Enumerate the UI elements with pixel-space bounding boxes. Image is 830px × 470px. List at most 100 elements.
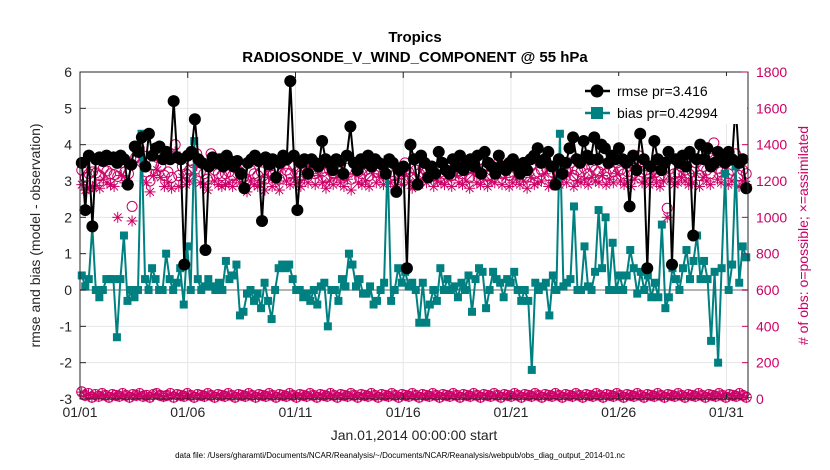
asterisk-stroke xyxy=(626,391,635,400)
y2-tick-label: 400 xyxy=(756,318,780,334)
asterisk-stroke xyxy=(461,176,471,186)
asterisk-stroke xyxy=(321,184,331,193)
rmse-point xyxy=(142,127,155,140)
asterisk-stroke xyxy=(314,171,324,180)
asterisk-stroke xyxy=(285,180,295,189)
asterisk-stroke xyxy=(544,391,553,400)
bias-point xyxy=(309,286,318,294)
asterisk-stroke xyxy=(149,171,158,180)
assimilated-point xyxy=(314,389,326,401)
asterisk-stroke xyxy=(537,176,546,186)
assimilated-point xyxy=(428,180,440,192)
bias-point xyxy=(626,246,635,255)
bias-point xyxy=(91,286,100,294)
y2-axis-label: # of obs: o=possible; ×=assimilated xyxy=(795,126,811,345)
asterisk-stroke xyxy=(278,164,288,173)
bias-point xyxy=(510,267,519,276)
y2-tick-label: 600 xyxy=(756,282,780,298)
bias-point xyxy=(134,286,143,294)
chart-title: Tropics xyxy=(388,29,441,46)
possible-point xyxy=(126,200,138,212)
asterisk-stroke xyxy=(128,390,138,400)
asterisk-stroke xyxy=(472,391,482,400)
bias-point xyxy=(594,206,603,215)
asterisk-stroke xyxy=(598,171,607,180)
bias-point xyxy=(306,296,315,305)
asterisk-stroke xyxy=(97,389,107,399)
asterisk-stroke xyxy=(479,174,489,184)
y-tick-label: 1 xyxy=(64,246,72,262)
rmse-point xyxy=(199,244,212,257)
bias-point xyxy=(285,260,294,269)
bias-point xyxy=(485,286,494,294)
bias-point xyxy=(541,278,550,287)
asterisk-stroke xyxy=(564,391,574,400)
assimilated-point xyxy=(607,177,619,189)
asterisk-stroke xyxy=(278,391,288,400)
asterisk-stroke xyxy=(438,390,448,400)
y-axis-label: rmse and bias (model - observation) xyxy=(27,123,43,347)
assimilated-point xyxy=(108,180,120,192)
asterisk-stroke xyxy=(594,178,604,188)
series-assimilated_rejected xyxy=(76,386,752,404)
bias-point xyxy=(313,300,322,309)
asterisk-stroke xyxy=(149,390,158,400)
asterisk-stroke xyxy=(452,391,461,400)
assimilated-point xyxy=(579,173,591,185)
rmse-point xyxy=(411,178,424,191)
rmse-point xyxy=(577,135,590,148)
rmse-point xyxy=(121,178,134,191)
asterisk-stroke xyxy=(583,180,593,189)
asterisk-stroke xyxy=(275,390,284,400)
asterisk-stroke xyxy=(113,213,122,222)
asterisk-stroke xyxy=(289,173,298,182)
bias-point xyxy=(144,286,153,294)
asterisk-stroke xyxy=(328,180,338,189)
bias-point xyxy=(366,282,375,291)
asterisk-stroke xyxy=(106,180,115,189)
asterisk-stroke xyxy=(234,390,243,400)
bias-point xyxy=(689,256,698,265)
bias-point xyxy=(721,169,730,178)
assimilated-point xyxy=(611,168,623,180)
bias-point xyxy=(478,267,487,276)
asterisk-stroke xyxy=(695,182,704,191)
asterisk-stroke xyxy=(228,182,237,191)
asterisk-stroke xyxy=(636,391,645,400)
asterisk-stroke xyxy=(298,391,308,400)
bias-point xyxy=(95,293,104,302)
asterisk-stroke xyxy=(728,391,737,400)
bias-point xyxy=(506,278,515,287)
asterisk-stroke xyxy=(264,389,274,399)
bias-point xyxy=(344,249,353,258)
bias-point xyxy=(545,311,554,320)
asterisk-stroke xyxy=(714,389,724,399)
asterisk-stroke xyxy=(687,391,697,400)
bias-point xyxy=(619,286,628,294)
asterisk-stroke xyxy=(646,391,656,400)
bias-point xyxy=(267,315,276,324)
asterisk-stroke xyxy=(523,391,533,400)
bias-point xyxy=(204,275,213,284)
assimilated-point xyxy=(665,173,677,185)
bias-point xyxy=(260,278,269,287)
asterisk-stroke xyxy=(540,169,550,178)
asterisk-stroke xyxy=(411,391,420,400)
asterisk-stroke xyxy=(454,178,464,188)
asterisk-stroke xyxy=(109,182,119,191)
y-tick-label: 3 xyxy=(64,173,72,189)
asterisk-stroke xyxy=(462,391,472,400)
bias-point xyxy=(348,260,357,269)
asterisk-stroke xyxy=(303,178,313,188)
bias-point xyxy=(654,293,663,302)
asterisk-stroke xyxy=(738,391,748,400)
asterisk-stroke xyxy=(364,182,374,191)
asterisk-stroke xyxy=(490,178,500,188)
asterisk-stroke xyxy=(573,176,582,186)
asterisk-stroke xyxy=(227,391,236,400)
bias-point xyxy=(397,278,406,287)
y2-tick-label: 800 xyxy=(756,246,780,262)
y2-tick-label: 1200 xyxy=(756,173,787,189)
asterisk-stroke xyxy=(318,178,327,188)
asterisk-stroke xyxy=(663,390,673,400)
